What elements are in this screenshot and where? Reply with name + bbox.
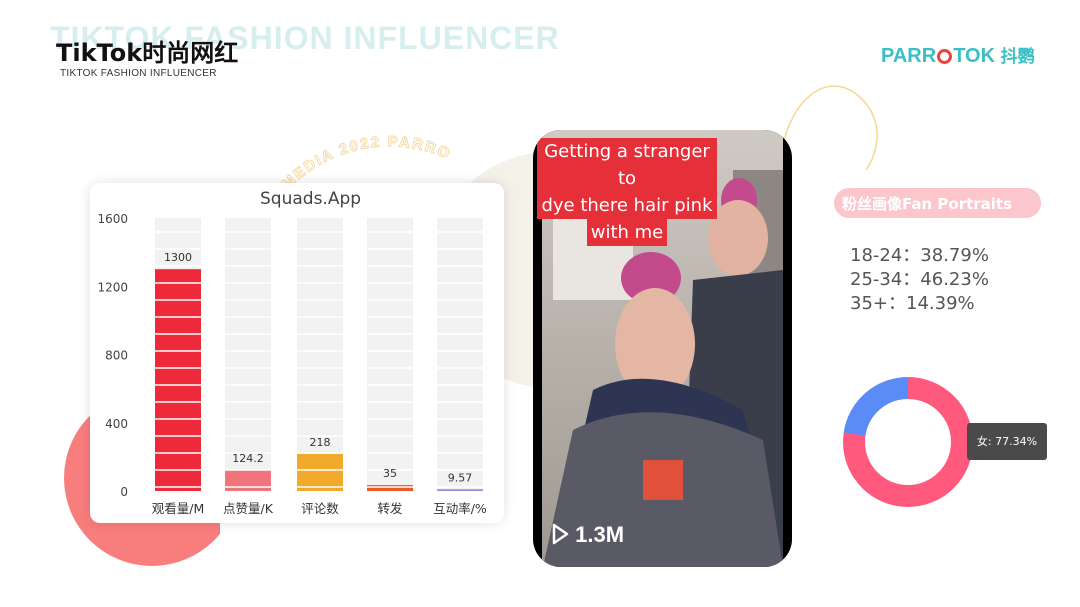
donut-male-segment (843, 376, 973, 507)
brand-logo: PARR TOK 抖鹦 (881, 42, 1035, 68)
caption-line: with me (586, 219, 668, 246)
gender-donut (843, 376, 973, 507)
x-category-label: 互动率/% (433, 501, 487, 516)
decor-ring-label: MEDIA 2022 PARROTOK (270, 100, 452, 193)
donut-tooltip: 女: 77.34% (967, 423, 1047, 460)
bar-4 (437, 489, 483, 491)
y-tick-label: 1600 (97, 212, 128, 226)
view-count-value: 1.3M (575, 522, 625, 547)
page-title: TikTok时尚网红 (56, 39, 239, 67)
age-distribution: 18-24：38.79% 25-34：46.23% 35+：14.39% (850, 244, 989, 316)
bar-3 (367, 485, 413, 491)
bar-value-label: 124.2 (232, 452, 264, 465)
bar-value-label: 9.57 (448, 471, 473, 484)
caption-line: Getting a stranger to (537, 138, 717, 192)
bar-1 (225, 469, 271, 491)
bar-2 (297, 453, 343, 491)
bar-value-label: 1300 (164, 251, 192, 264)
logo-text-left: PARR (881, 45, 937, 67)
page-subtitle: TIKTOK FASHION INFLUENCER (60, 68, 217, 79)
bar-background (437, 218, 483, 491)
bar-background (225, 218, 271, 491)
svg-text:MEDIA 2022 PARROTOK: MEDIA 2022 PARROTOK (270, 100, 454, 193)
logo-o-icon (937, 49, 953, 64)
bar-chart: 1600 1200 800 400 0 1300 观看量/M 124.2 点赞量/K 218 评论数… (97, 212, 487, 516)
bar-0 (155, 269, 201, 491)
x-category-label: 转发 (377, 501, 403, 516)
view-count: 1.3M (551, 522, 624, 548)
x-category-label: 评论数 (301, 501, 339, 516)
video-caption: Getting a stranger to dye there hair pin… (537, 138, 717, 246)
decor-ring-text: MEDIA 2022 PARROTOK (270, 100, 454, 193)
y-tick-label: 0 (120, 485, 128, 499)
bar-value-label: 35 (383, 467, 397, 480)
logo-text-right: TOK (953, 45, 996, 67)
logo-cn: 抖鹦 (1000, 47, 1035, 66)
age-row: 18-24：38.79% (850, 245, 989, 266)
y-tick-label: 800 (105, 349, 128, 363)
background-title: TIKTOK FASHION INFLUENCER (50, 20, 560, 56)
chart-title: Squads.App (260, 189, 362, 209)
fan-portraits-label: 粉丝画像Fan Portraits (842, 195, 1013, 213)
bar-value-label: 218 (310, 436, 331, 449)
video-frame[interactable]: Getting a stranger to dye there hair pin… (533, 130, 792, 567)
y-tick-label: 1200 (97, 280, 128, 294)
age-row: 35+：14.39% (850, 293, 975, 314)
x-category-label: 观看量/M (152, 501, 205, 516)
bar-background (367, 218, 413, 491)
age-row: 25-34：46.23% (850, 269, 989, 290)
play-icon[interactable] (551, 523, 569, 545)
y-tick-label: 400 (105, 417, 128, 431)
bar-background (297, 218, 343, 491)
fan-portraits-heading: 粉丝画像Fan Portraits (834, 188, 1041, 218)
caption-line: dye there hair pink (537, 192, 717, 219)
x-category-label: 点赞量/K (223, 501, 274, 516)
